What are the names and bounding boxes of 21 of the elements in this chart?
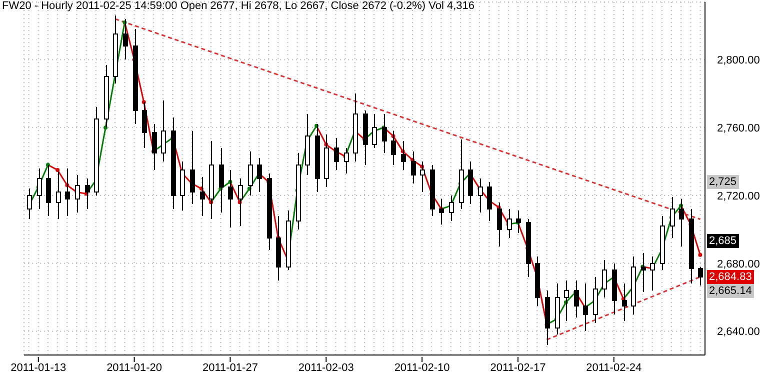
x-tick-label: 2011-02-24 [586,362,642,372]
chart-title: FW20 - Hourly 2011-02-25 14:59:00 Open 2677, Hi 2678, Lo 2667, Close 2672 (-0.2%) Vol 4,316 [2,0,474,13]
x-tick-label: 2011-02-17 [490,362,546,372]
text: 2,665.14 [707,284,754,298]
candlestick [142,102,147,148]
text: 2,725 [707,175,739,189]
x-tick-label: 2011-01-27 [202,362,258,372]
x-tick-label: 2011-02-10 [394,362,450,372]
y-tick-label: 2,720.00 [717,190,760,202]
text: 2,685 [707,234,739,248]
x-tick-label: 2011-01-13 [10,362,66,372]
candlestick [46,164,51,216]
y-tick-label: 2,640.00 [717,326,760,338]
y-tick-label: 2,680.00 [717,258,760,270]
y-tick-label: 2,800.00 [717,54,760,67]
x-tick-label: 2011-02-03 [298,362,354,372]
text: 2,684.83 [707,270,754,284]
x-tick-label: 2011-01-20 [106,362,162,372]
y-tick-label: 2,760.00 [717,122,760,134]
point [698,252,702,257]
point [56,168,60,172]
